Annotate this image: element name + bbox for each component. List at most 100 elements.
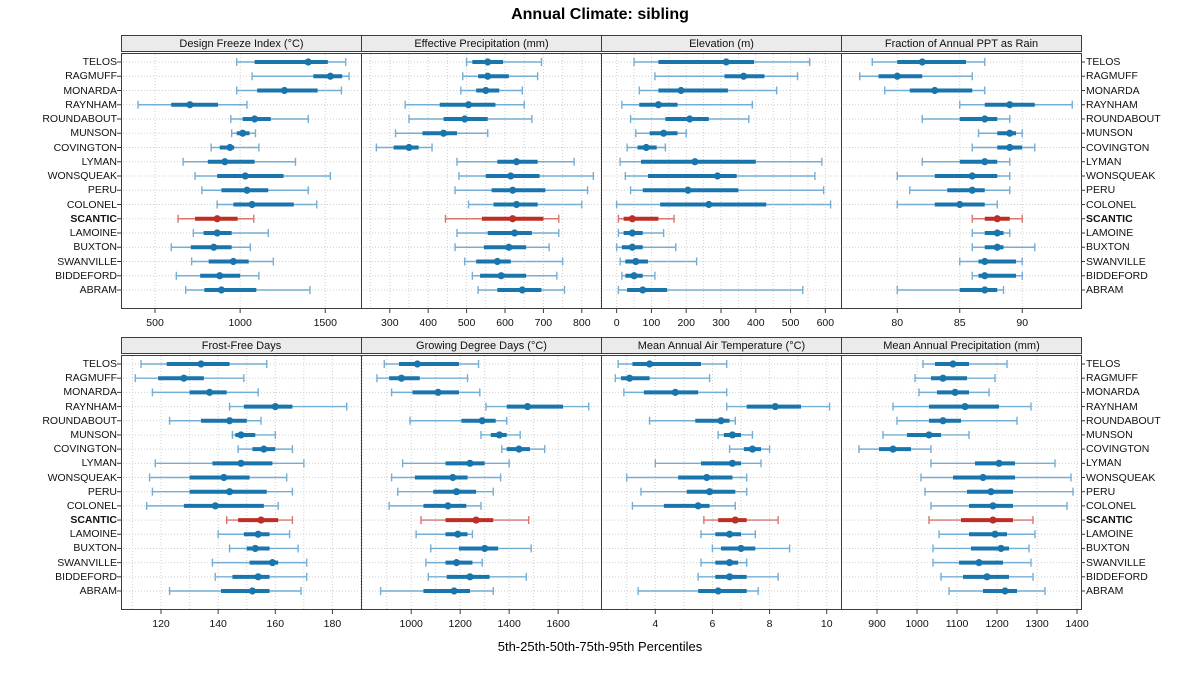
station-label-right-roundabout: ROUNDABOUT [1086, 414, 1161, 427]
station-label-left-biddeford: BIDDEFORD [55, 570, 117, 583]
station-label-left-telos: TELOS [82, 358, 117, 370]
percentile-row-lamoine [700, 530, 756, 539]
station-label-left-ragmuff: RAGMUFF [65, 372, 117, 385]
percentile-row-lamoine [617, 229, 665, 237]
percentile-row-lyman [930, 459, 1056, 468]
percentile-row-colonel [388, 501, 482, 510]
panel-title: Frost-Free Days [201, 339, 282, 352]
percentile-row-lamoine [217, 530, 291, 539]
station-label-right-monarda: MONARDA [1086, 386, 1140, 399]
station-label-right-lamoine: LAMOINE [1086, 227, 1134, 239]
station-label-right-swanville: SWANVILLE [1086, 255, 1146, 268]
station-label-left-lyman: LYMAN [81, 457, 117, 470]
percentile-row-scantic [420, 516, 530, 525]
percentile-row-roundabout [168, 416, 262, 425]
percentile-row-roundabout [921, 115, 1011, 123]
percentile-row-colonel [146, 501, 279, 510]
station-label-left-telos: TELOS [82, 56, 117, 68]
panel-plot-frost-free-days: 120 140 160 180 [117, 355, 362, 630]
panel-strip-mean-annual-air-temperature-c: Mean Annual Air Temperature (°C) [601, 337, 842, 354]
percentile-row-covington [210, 143, 260, 152]
panel-plot-elevation-m: 0 100 200 300 400 500 600 [601, 53, 842, 329]
percentile-row-monarda [884, 86, 986, 95]
percentile-row-peru [640, 487, 748, 496]
percentile-row-buxton [228, 544, 299, 553]
percentile-row-ragmuff [134, 374, 245, 383]
percentile-row-telos [617, 360, 728, 368]
station-label-right-colonel: COLONEL [1086, 198, 1137, 211]
percentile-row-scantic [928, 516, 1034, 525]
station-label-left-munson: MUNSON [70, 127, 117, 140]
station-label-left-raynham: RAYNHAM [65, 98, 117, 111]
percentile-row-munson [635, 129, 687, 138]
station-label-left-lamoine: LAMOINE [69, 227, 117, 239]
percentile-row-biddeford [175, 271, 260, 280]
x-tick-label: 160 [267, 618, 285, 630]
percentile-row-munson [717, 430, 754, 439]
station-label-left-abram: ABRAM [79, 585, 117, 597]
station-label-left-peru: PERU [87, 485, 117, 498]
x-tick-label: 1100 [946, 618, 969, 630]
station-label-left-biddeford: BIDDEFORD [55, 269, 117, 282]
percentile-row-munson [230, 129, 257, 138]
percentile-row-monarda [151, 388, 259, 397]
percentile-row-munson [977, 129, 1023, 138]
percentile-row-swanville [932, 558, 1032, 567]
percentile-row-wonsqueak [626, 473, 748, 482]
percentile-row-monarda [623, 388, 728, 397]
percentile-row-munson [231, 430, 276, 439]
percentile-row-monarda [390, 388, 481, 397]
percentile-row-lyman [182, 157, 297, 166]
percentile-row-lyman [456, 157, 575, 166]
percentile-row-peru [924, 487, 1074, 496]
x-tick-label: 300 [381, 317, 399, 329]
station-label-right-buxton: BUXTON [1086, 241, 1130, 254]
panel-title: Design Freeze Index (°C) [179, 37, 304, 50]
panel-plot-fraction-of-annual-ppt-as-rain: 80 85 90 [841, 53, 1085, 329]
x-tick-label: 200 [677, 317, 695, 329]
percentile-row-wonsqueak [390, 473, 502, 482]
percentile-row-wonsqueak [458, 172, 595, 180]
percentile-row-monarda [236, 86, 343, 95]
percentile-row-biddeford [621, 271, 656, 280]
panel-title: Growing Degree Days (°C) [416, 339, 547, 352]
percentile-row-scantic [444, 214, 560, 223]
x-tick-label: 600 [817, 317, 835, 329]
percentile-row-telos [633, 58, 811, 66]
x-tick-label: 1200 [985, 618, 1009, 630]
x-tick-label: 1500 [314, 317, 338, 329]
station-label-left-lyman: LYMAN [81, 155, 117, 168]
station-label-right-biddeford: BIDDEFORD [1086, 269, 1148, 282]
station-label-right-covington: COVINGTON [1086, 443, 1150, 456]
percentile-row-lyman [154, 459, 305, 468]
station-label-right-telos: TELOS [1086, 56, 1121, 68]
x-tick-label: 80 [891, 317, 903, 329]
panel-title: Mean Annual Air Temperature (°C) [637, 339, 806, 352]
percentile-row-raynham [228, 402, 348, 411]
percentile-row-ragmuff [859, 72, 973, 81]
panel-strip-design-freeze-index-c: Design Freeze Index (°C) [121, 35, 362, 52]
percentile-row-lyman [654, 459, 762, 468]
panel-strip-elevation-m: Elevation (m) [601, 35, 842, 52]
percentile-row-colonel [216, 200, 318, 209]
percentile-row-monarda [460, 86, 523, 95]
percentile-row-telos [922, 360, 1008, 368]
percentile-row-buxton [711, 544, 791, 553]
station-label-right-scantic: SCANTIC [1086, 212, 1133, 225]
station-label-right-ragmuff: RAGMUFF [1086, 372, 1138, 385]
x-tick-label: 1000 [228, 317, 252, 329]
x-tick-label: 500 [146, 317, 164, 329]
station-label-right-monarda: MONARDA [1086, 84, 1140, 97]
percentile-row-colonel [631, 501, 736, 510]
percentile-row-monarda [638, 86, 778, 95]
percentile-row-lyman [921, 157, 1011, 166]
station-label-right-munson: MUNSON [1086, 428, 1133, 441]
x-tick-label: 400 [747, 317, 765, 329]
percentile-row-colonel [930, 501, 1068, 510]
percentile-row-biddeford [971, 271, 1023, 280]
percentile-row-buxton [170, 243, 252, 252]
station-label-left-scantic: SCANTIC [70, 212, 117, 225]
station-label-left-covington: COVINGTON [53, 141, 117, 154]
station-label-left-scantic: SCANTIC [70, 514, 117, 527]
